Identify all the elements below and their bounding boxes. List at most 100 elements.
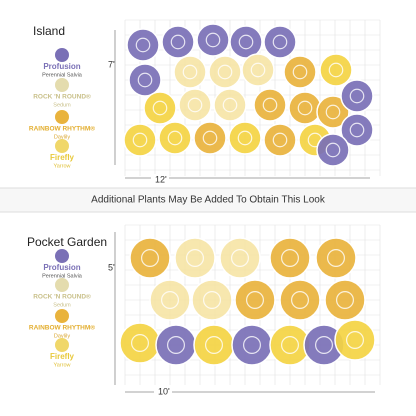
plant <box>229 25 263 59</box>
legend-subtitle: Yarrow <box>53 163 70 169</box>
plant <box>269 237 311 279</box>
plant-icon <box>205 336 224 355</box>
plant <box>119 322 161 364</box>
plant-icon <box>170 34 186 50</box>
plant <box>340 79 374 113</box>
plant-icon <box>346 331 365 350</box>
plant-icon <box>187 97 203 113</box>
plant-icon <box>167 130 183 146</box>
plant-icon <box>325 104 341 120</box>
legend-subtitle: Perennial Salvia <box>42 72 83 78</box>
plant-icon <box>297 100 313 116</box>
plant <box>319 53 353 87</box>
plant-icon <box>167 336 186 355</box>
plant <box>191 279 233 321</box>
section-title: Pocket Garden <box>27 235 107 249</box>
plant-icon <box>238 34 254 50</box>
plant <box>208 55 242 89</box>
legend-name: Profusion <box>43 62 80 71</box>
plant <box>219 237 261 279</box>
plant <box>253 88 287 122</box>
plant <box>340 113 374 147</box>
caption: Additional Plants May Be Added To Obtain… <box>91 195 326 206</box>
legend-icon <box>55 139 69 153</box>
legend-name: Firefly <box>50 153 75 162</box>
plant <box>279 279 321 321</box>
plant-icon <box>135 37 151 53</box>
plant-icon <box>222 97 238 113</box>
plant <box>178 88 212 122</box>
plant <box>196 23 230 57</box>
plant <box>283 55 317 89</box>
label-bg <box>151 174 169 186</box>
plant-icon <box>131 334 150 353</box>
plant <box>228 121 262 155</box>
plant-icon <box>182 64 198 80</box>
plant-icon <box>272 132 288 148</box>
label-bg <box>154 386 172 398</box>
legend-subtitle: Daylily <box>54 333 70 339</box>
plant-icon <box>141 249 160 268</box>
plant <box>129 237 171 279</box>
plant-icon <box>152 100 168 116</box>
legend-name: RAINBOW RHYTHM® <box>29 324 95 332</box>
plant-icon <box>292 64 308 80</box>
plant <box>234 279 276 321</box>
plant <box>173 55 207 89</box>
plant <box>193 324 235 366</box>
legend-subtitle: Daylily <box>54 134 70 140</box>
plant <box>324 279 366 321</box>
plant-icon <box>246 291 265 310</box>
plant-icon <box>336 291 355 310</box>
legend-icon <box>55 309 69 323</box>
plant-icon <box>202 130 218 146</box>
plant-icon <box>349 88 365 104</box>
legend-icon <box>55 249 69 263</box>
plant <box>161 25 195 59</box>
plant-icon <box>327 249 346 268</box>
plant-icon <box>161 291 180 310</box>
plant <box>231 324 273 366</box>
width-label: 12' <box>155 174 167 184</box>
caption-band <box>0 188 416 212</box>
depth-label: 5' <box>108 262 115 272</box>
plant-icon <box>328 62 344 78</box>
plant <box>155 324 197 366</box>
legend-name: ROCK 'N ROUND® <box>33 93 91 101</box>
legend-name: RAINBOW RHYTHM® <box>29 125 95 133</box>
plant <box>193 121 227 155</box>
legend-icon <box>55 48 69 62</box>
plant <box>316 133 350 167</box>
plant-icon <box>281 336 300 355</box>
legend-icon <box>55 278 69 292</box>
legend-icon <box>55 110 69 124</box>
plant <box>241 53 275 87</box>
legend-name: Profusion <box>43 263 80 272</box>
legend-name: ROCK 'N ROUND® <box>33 293 91 301</box>
section-title: Island <box>33 24 65 38</box>
plant-icon <box>349 122 365 138</box>
plant-icon <box>203 291 222 310</box>
plant-icon <box>243 336 262 355</box>
plant-icon <box>137 72 153 88</box>
plant-icon <box>205 32 221 48</box>
plant <box>128 63 162 97</box>
plant-icon <box>217 64 233 80</box>
plant <box>334 319 376 361</box>
plant <box>143 91 177 125</box>
legend-icon <box>55 338 69 352</box>
legend-subtitle: Sedum <box>53 302 71 308</box>
plant <box>126 28 160 62</box>
plant <box>316 95 350 129</box>
plant-icon <box>315 336 334 355</box>
plant-icon <box>250 62 266 78</box>
width-label: 10' <box>158 386 170 396</box>
legend-subtitle: Yarrow <box>53 362 70 368</box>
plant-icon <box>281 249 300 268</box>
plant <box>149 279 191 321</box>
plant-icon <box>262 97 278 113</box>
plant-icon <box>325 142 341 158</box>
plant <box>263 25 297 59</box>
